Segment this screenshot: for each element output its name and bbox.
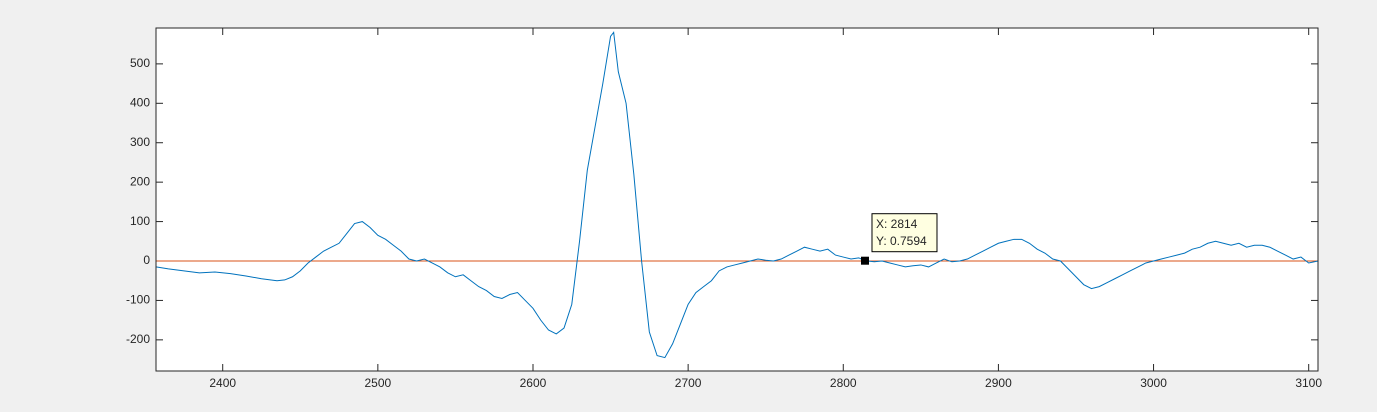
- y-tick-label: 100: [130, 214, 150, 228]
- x-tick-label: 2500: [364, 376, 391, 390]
- x-tick-label: 3000: [1140, 376, 1167, 390]
- plot-area: [156, 28, 1318, 371]
- y-tick-label: 200: [130, 174, 150, 188]
- datatip-box: [871, 213, 938, 253]
- datatip-marker: [860, 256, 869, 265]
- y-tick-label: 400: [130, 95, 150, 109]
- datatip-y: Y: 0.7594: [876, 234, 927, 248]
- datatip-x: X: 2814: [876, 217, 918, 231]
- y-tick-label: 500: [130, 56, 150, 70]
- axes-box: [155, 27, 1319, 372]
- x-tick-label: 3100: [1295, 376, 1322, 390]
- x-tick-label: 2400: [209, 376, 236, 390]
- y-tick-label: 0: [143, 253, 150, 267]
- y-tick-label: -100: [126, 293, 150, 307]
- data-line: [155, 31, 1319, 359]
- x-tick-label: 2900: [985, 376, 1012, 390]
- y-tick-label: 300: [130, 135, 150, 149]
- y-tick-label: -200: [126, 332, 150, 346]
- x-tick-label: 2800: [830, 376, 857, 390]
- x-tick-label: 2600: [520, 376, 547, 390]
- x-tick-label: 2700: [675, 376, 702, 390]
